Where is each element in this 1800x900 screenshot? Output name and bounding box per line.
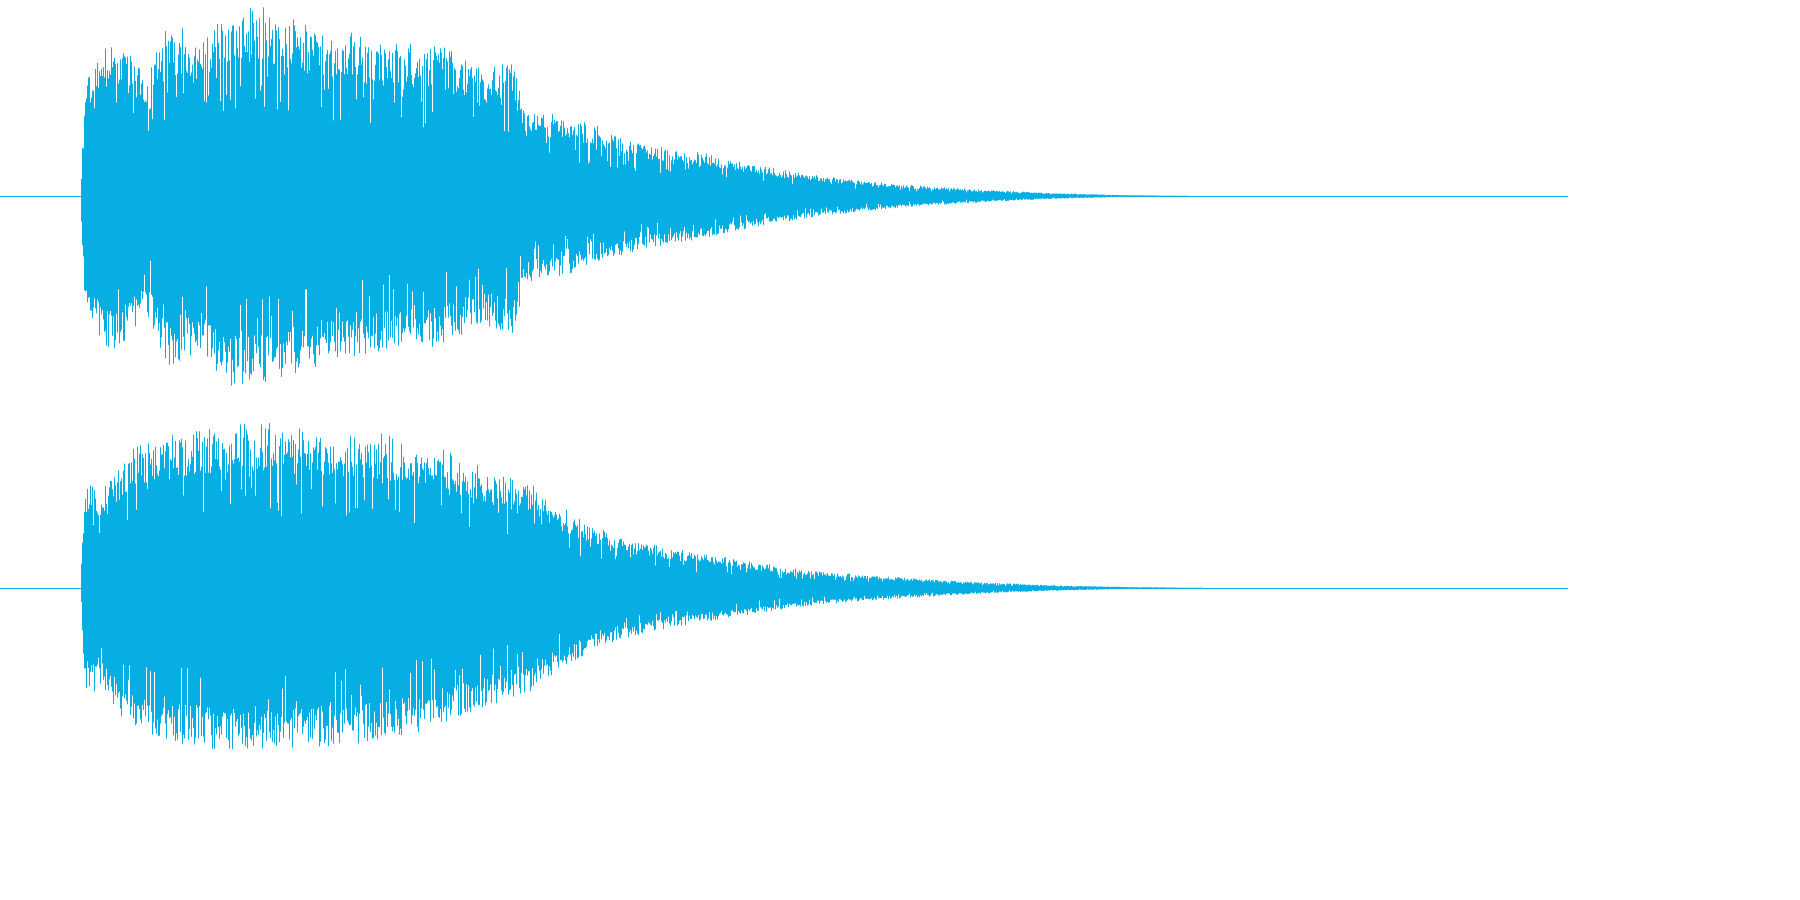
audio-waveform — [0, 7, 1568, 750]
right-channel-waveform — [0, 423, 1568, 750]
channel-samples — [81, 7, 1188, 386]
left-channel-waveform — [0, 7, 1568, 386]
waveform-canvas — [0, 7, 1568, 750]
channel-samples — [81, 423, 1203, 750]
